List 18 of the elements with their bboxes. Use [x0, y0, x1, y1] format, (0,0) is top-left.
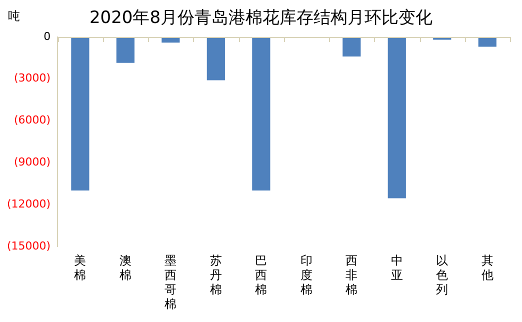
- chart-title: 2020年8月份青岛港棉花库存结构月环比变化: [89, 8, 433, 28]
- y-tick-label: 0: [44, 30, 51, 43]
- y-tick-label: (9000): [14, 156, 51, 168]
- x-tick-label: 澳棉: [119, 254, 132, 282]
- y-tick-label: (3000): [14, 72, 51, 85]
- y-axis-title: 吨: [8, 8, 20, 25]
- x-tick-label: 中亚: [390, 254, 403, 282]
- x-tick-label: 以色列: [436, 254, 448, 297]
- y-tick-label: (12000): [7, 197, 51, 210]
- x-tick-label: 美棉: [74, 254, 86, 282]
- x-tick-label: 墨西哥棉: [164, 254, 177, 311]
- x-tick-label: 巴西棉: [255, 254, 268, 297]
- x-tick-label: 其他: [481, 254, 494, 282]
- y-tick-label: (6000): [14, 114, 51, 127]
- x-tick-label: 西非棉: [346, 254, 358, 297]
- y-tick-label: (15000): [7, 239, 51, 252]
- x-tick-label: 印度棉: [300, 254, 312, 297]
- x-tick-label: 苏丹棉: [210, 254, 222, 297]
